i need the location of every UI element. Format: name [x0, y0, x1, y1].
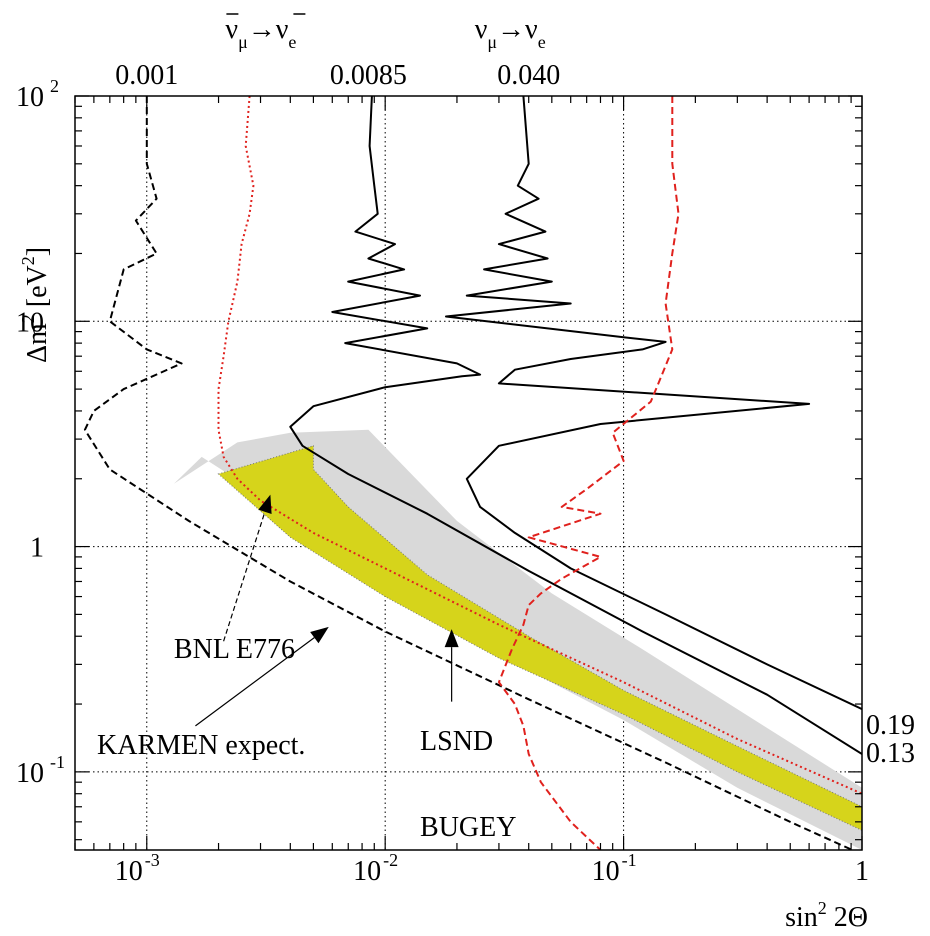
contour-label: 0.19 — [866, 710, 915, 741]
annotation-bugey: BUGEY — [420, 812, 516, 843]
grid — [75, 96, 862, 850]
x-tick-label: 1 — [855, 856, 869, 887]
y-tick-label: 10 — [16, 758, 44, 789]
axis-ticks — [74, 95, 863, 850]
lsnd-arrow-head — [444, 629, 459, 648]
neutrino-channel-label: νμ→νe — [475, 14, 546, 52]
curves — [83, 96, 862, 850]
annotation-arrows — [195, 494, 459, 727]
y-axis-title: Δm2 [eV2] — [18, 247, 53, 363]
karmen-arrow-shaft — [195, 637, 315, 727]
x-tick-label: 10 — [353, 856, 381, 887]
x-tick-label-exp: -3 — [145, 850, 160, 870]
y-tick-label-exp: -1 — [50, 752, 65, 772]
karmen-arrow-head — [310, 626, 329, 644]
y-tick-label: 10 — [16, 307, 44, 338]
curve-0-040 — [445, 96, 862, 711]
annotation-bnl-e776: BNL E776 — [174, 634, 295, 665]
annotation-karmen-expect: KARMEN expect. — [97, 730, 305, 761]
bnl-arrow-head — [258, 494, 272, 514]
y-tick-label-exp: 2 — [50, 76, 59, 96]
x-tick-label: 10 — [592, 856, 620, 887]
contour-label: 0.13 — [866, 738, 915, 769]
y-tick-label: 1 — [30, 533, 44, 564]
curve-karmen-expect — [83, 96, 855, 850]
x-axis-title: sin2 2Θ — [785, 898, 868, 933]
top-value-label: 0.0085 — [330, 60, 407, 91]
plot-frame — [74, 95, 863, 851]
top-value-label: 0.040 — [497, 60, 560, 91]
antineutrino-channel-label: νμ→νe — [225, 14, 296, 52]
y-tick-label: 10 — [16, 82, 44, 113]
top-value-label: 0.001 — [115, 60, 178, 91]
bnl-arrow-shaft — [223, 511, 266, 642]
lsnd-regions — [173, 429, 862, 850]
annotation-lsnd: LSND — [420, 726, 493, 757]
curve-0-0085 — [289, 96, 862, 755]
curve-bugey — [497, 96, 680, 850]
x-tick-label-exp: -1 — [622, 850, 637, 870]
x-tick-label: 10 — [115, 856, 143, 887]
region-lsnd-99 — [217, 445, 862, 831]
x-tick-label-exp: -2 — [383, 850, 398, 870]
